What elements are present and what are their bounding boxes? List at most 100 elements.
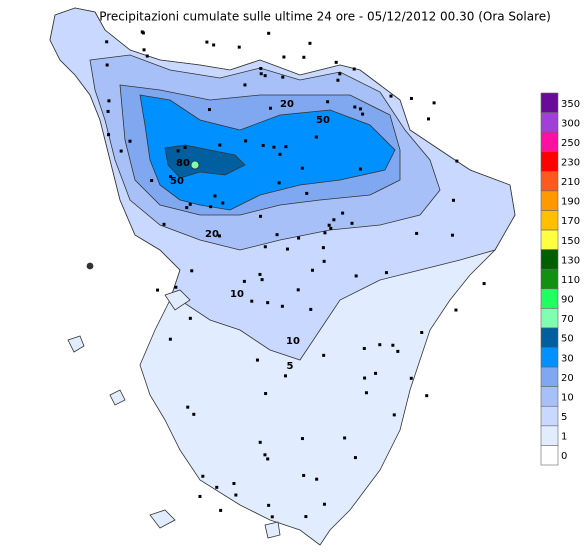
contour-label: 50 (316, 115, 330, 126)
station (142, 48, 146, 52)
station (353, 105, 357, 109)
legend-swatch (540, 210, 559, 231)
station (263, 74, 267, 78)
station (243, 83, 247, 87)
station (315, 477, 319, 481)
station (183, 145, 187, 149)
legend-swatch (540, 131, 559, 153)
island (109, 389, 126, 406)
station (283, 374, 287, 378)
station (304, 515, 308, 519)
legend-label: 350 (561, 99, 580, 110)
zone-70 (164, 144, 246, 179)
station (321, 246, 325, 250)
station (284, 145, 288, 149)
station (232, 481, 236, 485)
station (308, 41, 312, 45)
legend-swatch (540, 112, 559, 133)
station (201, 474, 205, 478)
station (174, 285, 178, 289)
station (358, 167, 362, 171)
station (215, 485, 219, 489)
station (409, 376, 413, 380)
station (389, 94, 393, 98)
station (384, 271, 388, 275)
station (162, 222, 166, 226)
station (280, 304, 284, 308)
station (374, 371, 378, 375)
station (176, 149, 180, 153)
station (267, 503, 271, 507)
station (336, 78, 340, 82)
station (105, 40, 109, 44)
legend: 3503002502302101901701501301109070503020… (540, 92, 580, 466)
station (263, 453, 267, 457)
legend-label: 30 (561, 353, 574, 364)
station (454, 308, 458, 312)
contour-labels: 20 50 80 50 20 10 10 5 (170, 99, 330, 372)
station (250, 299, 254, 303)
station (285, 247, 289, 251)
station (300, 437, 304, 441)
station (268, 106, 272, 110)
legend-label: 250 (561, 138, 580, 149)
station (209, 205, 213, 209)
station (198, 494, 202, 498)
station (234, 493, 238, 497)
station (334, 60, 338, 64)
station (188, 202, 192, 206)
legend-swatch (540, 229, 559, 250)
station (332, 218, 336, 222)
legend-swatch (540, 347, 559, 368)
stations (105, 30, 486, 519)
station (322, 259, 326, 263)
map-title: Precipitazioni cumulate sulle ultime 24 … (99, 10, 551, 24)
station (145, 54, 149, 58)
station (119, 149, 123, 153)
station (107, 99, 111, 103)
station (275, 233, 279, 237)
station (302, 473, 306, 477)
legend-swatch (540, 249, 559, 270)
station (244, 139, 248, 143)
station (353, 456, 357, 460)
station (362, 346, 366, 350)
station (242, 279, 246, 283)
station (213, 194, 217, 198)
station (432, 101, 436, 105)
station (323, 231, 327, 235)
legend-label: 130 (561, 255, 580, 266)
contour-label: 10 (286, 336, 300, 347)
station (263, 245, 267, 249)
legend-label: 210 (561, 177, 580, 188)
station (425, 394, 429, 398)
station (168, 337, 172, 341)
legend-swatch (540, 386, 559, 407)
legend-label: 90 (561, 295, 574, 306)
legend-label: 150 (561, 236, 580, 247)
station (106, 109, 110, 113)
station (205, 40, 209, 44)
legend-label: 70 (561, 314, 574, 325)
station (188, 316, 192, 320)
contour-label: 5 (287, 361, 294, 372)
station (278, 152, 282, 156)
legend-swatch (540, 288, 559, 309)
station (358, 107, 362, 111)
legend-swatch (540, 268, 559, 290)
station (392, 413, 396, 417)
station (482, 282, 486, 286)
station (322, 502, 326, 506)
contour-label: 50 (170, 176, 184, 187)
station (266, 457, 270, 461)
station (322, 353, 326, 357)
station (105, 63, 109, 67)
station (259, 214, 263, 218)
station (338, 72, 342, 76)
station (314, 135, 318, 139)
station (169, 175, 173, 179)
contour-label: 10 (230, 289, 244, 300)
legend-label: 5 (561, 412, 567, 423)
station (361, 112, 365, 116)
